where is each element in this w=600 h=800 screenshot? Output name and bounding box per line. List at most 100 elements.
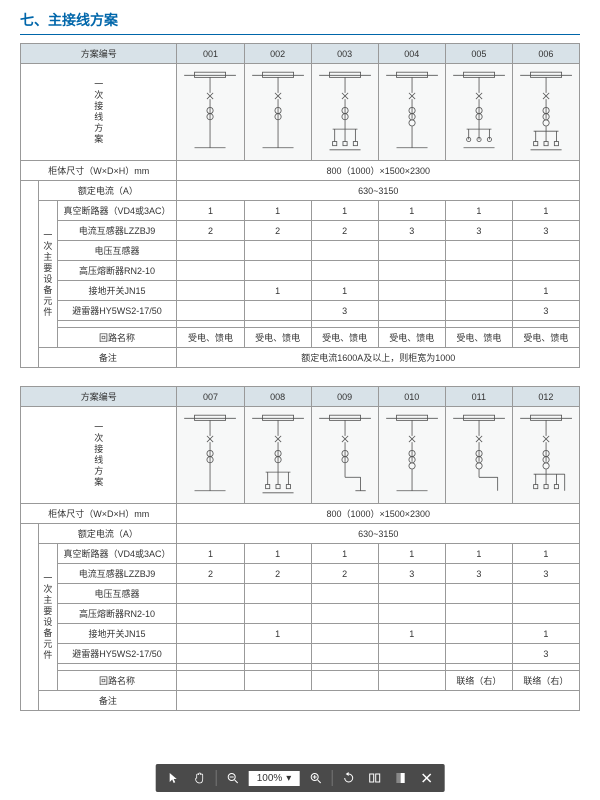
cell-value: 3 [378, 221, 445, 241]
cell-value [244, 261, 311, 281]
wiring-diagram [512, 407, 579, 504]
cell-value [244, 604, 311, 624]
cell-value: 1 [512, 201, 579, 221]
cell-value [445, 644, 512, 664]
diagram-label: 一次接线方案 [21, 64, 177, 161]
cell-value [378, 664, 445, 671]
cell-value [177, 671, 244, 691]
cell-value [445, 281, 512, 301]
row-label: 真空断路器（VD4或3AC） [57, 544, 177, 564]
cell-value: 1 [512, 624, 579, 644]
row-label: 接地开关JN15 [57, 624, 177, 644]
cell-value [244, 671, 311, 691]
cell-value: 受电、馈电 [445, 328, 512, 348]
wiring-diagram [244, 64, 311, 161]
cell-value [244, 301, 311, 321]
cell-value [512, 604, 579, 624]
cell-value [445, 584, 512, 604]
cell-value [244, 664, 311, 671]
dim-label: 柜体尺寸（W×D×H）mm [21, 504, 177, 524]
scheme-num: 011 [445, 387, 512, 407]
cell-value [378, 671, 445, 691]
wiring-diagram [445, 407, 512, 504]
cell-value [512, 584, 579, 604]
scheme-num: 012 [512, 387, 579, 407]
cell-value: 3 [512, 564, 579, 584]
zoom-level[interactable]: 100% ▾ [249, 771, 300, 786]
scheme-label: 方案编号 [21, 387, 177, 407]
row-label [57, 664, 177, 671]
cell-value [378, 644, 445, 664]
cell-value [244, 584, 311, 604]
dim-value: 800（1000）×1500×2300 [177, 504, 580, 524]
scheme-num: 005 [445, 44, 512, 64]
scheme-label: 方案编号 [21, 44, 177, 64]
cell-value [177, 604, 244, 624]
dim-value: 800（1000）×1500×2300 [177, 161, 580, 181]
row-label: 回路名称 [57, 671, 177, 691]
wiring-diagram [177, 407, 244, 504]
wiring-diagram [512, 64, 579, 161]
row-label: 电压互感器 [57, 241, 177, 261]
cell-value [378, 261, 445, 281]
note-value: 额定电流1600A及以上，则柜宽为1000 [177, 348, 580, 368]
group-label: 一次主要设备元件 [39, 544, 57, 691]
cell-value [512, 241, 579, 261]
spacer [21, 181, 39, 368]
cell-value [177, 261, 244, 281]
cell-value [177, 301, 244, 321]
row-span-value: 630~3150 [177, 181, 580, 201]
cell-value: 1 [445, 544, 512, 564]
cell-value: 1 [445, 201, 512, 221]
cell-value [378, 281, 445, 301]
cell-value: 1 [244, 201, 311, 221]
cell-value: 2 [244, 221, 311, 241]
cell-value: 3 [378, 564, 445, 584]
cell-value [378, 321, 445, 328]
hand-icon[interactable] [190, 768, 210, 788]
cell-value [311, 671, 378, 691]
section-title: 七、主接线方案 [20, 10, 580, 35]
cell-value: 3 [311, 301, 378, 321]
zoom-in-icon[interactable] [305, 768, 325, 788]
cell-value [177, 281, 244, 301]
cell-value [378, 301, 445, 321]
note-label: 备注 [39, 691, 177, 711]
scheme-num: 009 [311, 387, 378, 407]
cell-value: 2 [311, 564, 378, 584]
cell-value: 2 [177, 564, 244, 584]
diagram-label: 一次接线方案 [21, 407, 177, 504]
cell-value [445, 241, 512, 261]
pdf-toolbar: 100% ▾ [156, 764, 445, 792]
cell-value [445, 321, 512, 328]
view-icon[interactable] [364, 768, 384, 788]
pointer-icon[interactable] [164, 768, 184, 788]
page-icon[interactable] [390, 768, 410, 788]
cell-value: 1 [244, 281, 311, 301]
spacer [21, 524, 39, 711]
note-label: 备注 [39, 348, 177, 368]
cell-value [177, 321, 244, 328]
cell-value: 1 [378, 624, 445, 644]
cell-value: 3 [512, 221, 579, 241]
cell-value: 1 [177, 201, 244, 221]
cell-value: 受电、馈电 [378, 328, 445, 348]
cell-value [244, 321, 311, 328]
cell-value: 1 [311, 281, 378, 301]
scheme-num: 001 [177, 44, 244, 64]
cell-value [311, 241, 378, 261]
scheme-num: 010 [378, 387, 445, 407]
close-icon[interactable] [416, 768, 436, 788]
cell-value [378, 241, 445, 261]
rotate-icon[interactable] [338, 768, 358, 788]
zoom-out-icon[interactable] [223, 768, 243, 788]
scheme-num: 004 [378, 44, 445, 64]
cell-value: 受电、馈电 [512, 328, 579, 348]
row-label: 真空断路器（VD4或3AC） [57, 201, 177, 221]
cell-value [311, 584, 378, 604]
cell-value [311, 321, 378, 328]
wiring-diagram [311, 64, 378, 161]
cell-value: 2 [177, 221, 244, 241]
cell-value: 1 [378, 544, 445, 564]
cell-value: 1 [512, 544, 579, 564]
